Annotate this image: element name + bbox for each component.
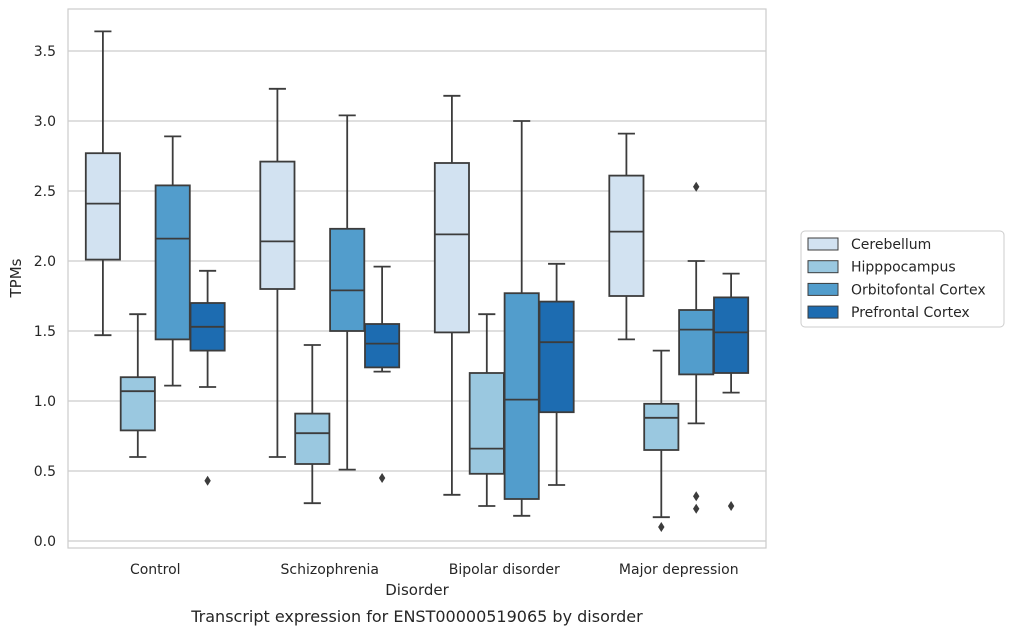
legend-label: Cerebellum [851, 237, 931, 253]
box-iqr [678, 309, 715, 376]
outlier-marker [693, 491, 700, 502]
plot-area-frame [67, 8, 767, 549]
outlier-marker [658, 522, 665, 532]
box-cerebellum [433, 94, 470, 496]
y-tick-labels: 0.0 0.5 1.0 1.5 2.0 2.5 3.0 3.5 [34, 44, 56, 550]
box-hipppocampus [294, 344, 331, 505]
x-tick-label: Control [130, 562, 181, 578]
legend-swatch [807, 305, 839, 319]
x-tick-labels: Control Schizophrenia Bipolar disorder Majo… [130, 562, 739, 578]
box-iqr [503, 292, 540, 500]
box-iqr [643, 402, 680, 451]
chart-caption: Transcript expression for ENST0000051906… [190, 607, 643, 626]
box-cerebellum [608, 132, 645, 341]
box-prefrontal-cortex [364, 265, 401, 483]
x-tick-label: Major depression [619, 562, 739, 578]
legend-label: Hipppocampus [851, 260, 956, 276]
box-orbitofontal-cortex [154, 135, 191, 387]
y-tick-label: 1.0 [34, 394, 56, 410]
y-tick-label: 0.5 [34, 464, 56, 480]
box-orbitofontal-cortex [329, 114, 366, 471]
outlier-marker [693, 503, 700, 514]
box-iqr [259, 160, 296, 290]
box-hipppocampus [119, 313, 156, 458]
box-hipppocampus [468, 313, 505, 507]
box-orbitofontal-cortex [503, 120, 540, 517]
y-tick-label: 3.5 [34, 44, 56, 60]
box-prefrontal-cortex [713, 272, 750, 511]
box-cerebellum [84, 30, 121, 337]
box-iqr [154, 184, 191, 341]
legend-swatch [807, 282, 839, 296]
y-tick-label: 2.5 [34, 184, 56, 200]
outlier-marker [693, 181, 700, 192]
box-orbitofontal-cortex [678, 181, 715, 514]
legend-label: Prefrontal Cortex [851, 305, 970, 321]
box-cerebellum [259, 87, 296, 458]
outlier-marker [204, 475, 211, 486]
x-tick-label: Bipolar disorder [449, 562, 560, 578]
y-tick-label: 1.5 [34, 324, 56, 340]
box-prefrontal-cortex [189, 269, 226, 486]
box-iqr [468, 372, 505, 475]
boxes [84, 30, 750, 532]
box-iqr [433, 162, 470, 334]
y-axis-label: TPMs [7, 258, 25, 298]
legend-frame [800, 230, 1005, 328]
x-axis-label: Disorder [385, 581, 449, 599]
box-prefrontal-cortex [538, 262, 575, 486]
legend-swatch [807, 260, 839, 274]
box-iqr [608, 174, 645, 297]
legend-swatch [807, 237, 839, 251]
y-tick-label: 0.0 [34, 534, 56, 550]
box-iqr [713, 296, 750, 374]
box-iqr [329, 227, 366, 332]
legend: Cerebellum Hipppocampus Orbitofontal Corte… [800, 230, 1005, 328]
box-iqr [84, 152, 121, 261]
x-tick-label: Schizophrenia [281, 562, 379, 578]
box-iqr [119, 376, 156, 432]
legend-label: Orbitofontal Cortex [851, 282, 986, 298]
outlier-marker [727, 501, 735, 511]
box-iqr [538, 300, 575, 414]
y-tick-label: 3.0 [34, 114, 56, 130]
box-iqr [294, 412, 331, 465]
y-tick-label: 2.0 [34, 254, 56, 270]
outlier-marker [378, 473, 386, 483]
box-hipppocampus [643, 349, 680, 532]
box-iqr [364, 323, 401, 369]
